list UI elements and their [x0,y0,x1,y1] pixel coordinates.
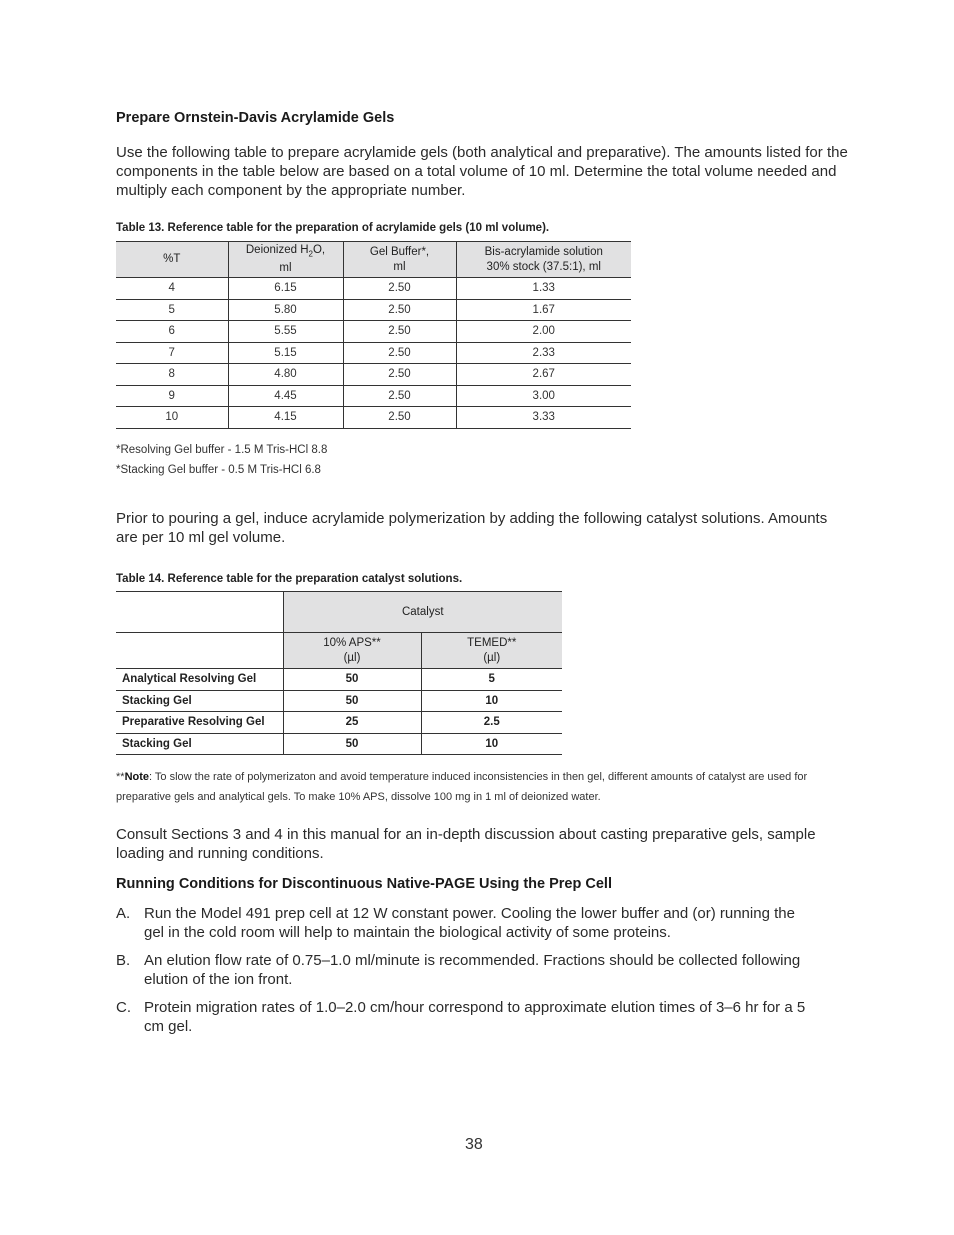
table-cell: 2.50 [342,363,456,386]
row-label: Stacking Gel [116,690,283,712]
table-cell: 9 [116,385,228,407]
table-cell: 7 [116,342,228,364]
table-cell: 2.50 [342,342,456,364]
list-item: A. Run the Model 491 prep cell at 12 W co… [116,905,795,941]
section-heading: Prepare Ornstein-Davis Acrylamide Gels [116,110,395,126]
row-label: Stacking Gel [116,733,283,755]
table13: %T Deionized H2O, ml Gel Buffer*, ml Bis-a… [116,241,631,429]
table-row: 10 4.15 2.50 3.33 [116,406,631,429]
catalyst-paragraph: Prior to pouring a gel, induce acrylamid… [116,510,828,546]
table-cell: 10 [420,690,562,712]
table14-caption: Table 14. Reference table for the prepar… [116,573,463,585]
footnote: *Resolving Gel buffer - 1.5 M Tris-HCl 8… [116,444,328,456]
table-cell: 5 [116,299,228,321]
table-row: Stacking Gel 50 10 [116,733,562,755]
table-cell: 10 [420,733,562,755]
table-row: 7 5.15 2.50 2.33 [116,342,631,364]
consult-paragraph: Consult Sections 3 and 4 in this manual … [116,826,816,862]
empty-cell [116,632,283,669]
header-cell: Bis-acrylamide solution 30% stock (37.5:1… [455,241,631,278]
header-cell: %T [116,241,228,278]
table-cell: 2.50 [342,299,456,321]
table-row: 9 4.45 2.50 3.00 [116,385,631,407]
list-item: C. Protein migration rates of 1.0–2.0 cm/… [116,999,806,1035]
table-cell: 2.5 [420,711,562,734]
table-cell: 5.15 [227,342,343,364]
table-cell: 5 [420,668,562,691]
table-row: Analytical Resolving Gel 50 5 [116,668,562,691]
header-cell: Deionized H2O, ml [227,241,343,278]
table-cell: 6.15 [227,277,343,300]
page-number: 38 [465,1136,483,1153]
group-header: Catalyst [282,591,562,633]
list-item: B. An elution flow rate of 0.75–1.0 ml/mi… [116,952,801,988]
table-cell: 50 [282,733,421,755]
table-cell: 2.50 [342,320,456,343]
table-cell: 2.50 [342,385,456,407]
table-row: Stacking Gel 50 10 [116,690,562,712]
table-cell: 25 [282,711,421,734]
table-cell: 50 [282,668,421,691]
table-row: 4 6.15 2.50 1.33 [116,277,631,300]
table-cell: 2.67 [455,363,631,386]
header-cell: Gel Buffer*, ml [342,241,456,278]
table-row: Preparative Resolving Gel 25 2.5 [116,711,562,734]
table-cell: 5.55 [227,320,343,343]
table-cell: 2.50 [342,406,456,429]
table-row: 8 4.80 2.50 2.67 [116,363,631,386]
table-cell: 8 [116,363,228,386]
table-row: 6 5.55 2.50 2.00 [116,320,631,343]
table-cell: 10 [116,406,228,429]
header-cell: TEMED** (µl) [420,632,562,669]
table-row: 5 5.80 2.50 1.67 [116,299,631,321]
table14-note: **Note: To slow the rate of polymerizato… [116,771,808,803]
table-cell: 1.67 [455,299,631,321]
footnote: *Stacking Gel buffer - 0.5 M Tris-HCl 6.… [116,464,321,476]
table-cell: 4.45 [227,385,343,407]
header-cell: 10% APS** (µl) [282,632,421,669]
table-cell: 50 [282,690,421,712]
section-heading: Running Conditions for Discontinuous Nat… [116,876,612,892]
row-label: Analytical Resolving Gel [116,668,283,691]
table-cell: 1.33 [455,277,631,300]
table-cell: 3.33 [455,406,631,429]
table-cell: 3.00 [455,385,631,407]
table-cell: 6 [116,320,228,343]
table-cell: 4.15 [227,406,343,429]
table13-caption: Table 13. Reference table for the prepar… [116,222,550,234]
table-cell: 2.33 [455,342,631,364]
intro-paragraph: Use the following table to prepare acryl… [116,144,848,199]
table-cell: 2.50 [342,277,456,300]
table14: Catalyst 10% APS** (µl) TEMED** (µl) Analy… [116,591,562,755]
table-cell: 4.80 [227,363,343,386]
table-cell: 5.80 [227,299,343,321]
row-label: Preparative Resolving Gel [116,711,283,734]
table-cell: 2.00 [455,320,631,343]
table-header-row: 10% APS** (µl) TEMED** (µl) [116,632,562,669]
table-header-row: %T Deionized H2O, ml Gel Buffer*, ml Bis-a… [116,241,631,278]
table-header-row: Catalyst [116,591,562,633]
table-cell: 4 [116,277,228,300]
empty-cell [116,591,283,633]
